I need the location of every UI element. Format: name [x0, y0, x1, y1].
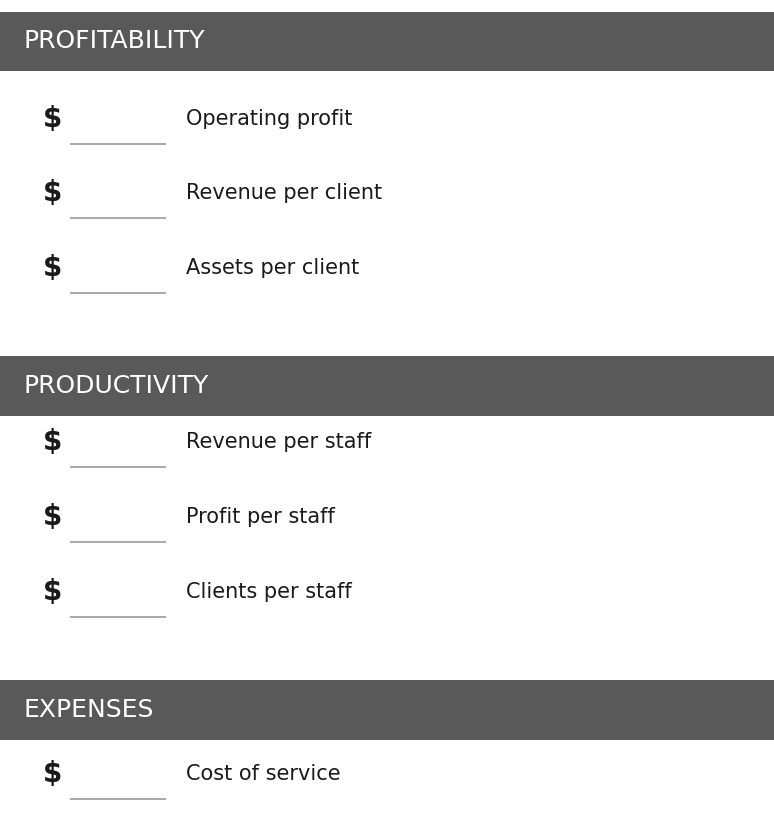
Text: Revenue per staff: Revenue per staff	[186, 432, 378, 452]
Text: Assets per client: Assets per client	[186, 258, 365, 278]
Text: Operating profit: Operating profit	[186, 109, 359, 129]
Text: Cost of service: Cost of service	[186, 764, 347, 784]
Text: $: $	[43, 179, 62, 208]
Text: $: $	[43, 428, 62, 457]
Text: Clients per staff: Clients per staff	[186, 582, 358, 602]
Text: Profit per staff: Profit per staff	[186, 507, 341, 527]
FancyBboxPatch shape	[0, 680, 774, 740]
FancyBboxPatch shape	[0, 12, 774, 71]
Text: $: $	[43, 503, 62, 531]
Text: Profit per staff: Profit per staff	[186, 507, 341, 527]
Text: $: $	[43, 578, 62, 606]
Text: $: $	[43, 105, 62, 133]
FancyBboxPatch shape	[0, 356, 774, 416]
Text: $: $	[43, 254, 62, 282]
Text: Revenue per client: Revenue per client	[186, 183, 389, 203]
Text: Revenue per staff: Revenue per staff	[186, 432, 378, 452]
Text: Revenue per client: Revenue per client	[186, 183, 389, 203]
Text: Clients per staff: Clients per staff	[186, 582, 358, 602]
Text: Cost of service: Cost of service	[186, 764, 347, 784]
Text: PROFITABILITY: PROFITABILITY	[23, 30, 204, 53]
Text: Assets per client: Assets per client	[186, 258, 365, 278]
Text: Operating profit: Operating profit	[186, 109, 359, 129]
Text: $: $	[43, 760, 62, 788]
Text: EXPENSES: EXPENSES	[23, 698, 153, 721]
Text: PRODUCTIVITY: PRODUCTIVITY	[23, 374, 208, 398]
